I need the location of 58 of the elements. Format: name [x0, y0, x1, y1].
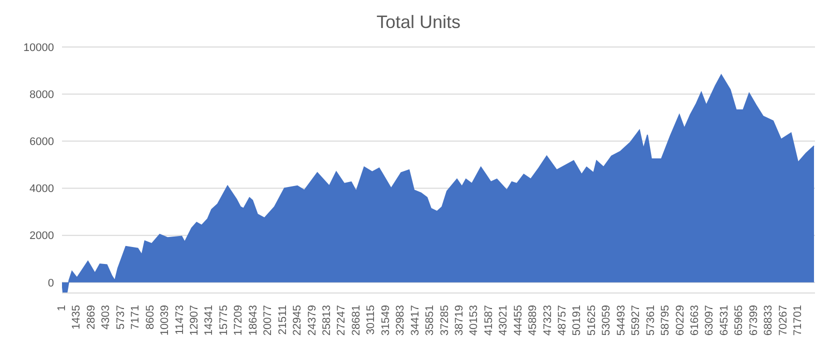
x-tick-label: 4303 — [100, 305, 112, 330]
x-tick-label: 12907 — [188, 305, 200, 336]
x-tick-label: 30115 — [365, 305, 378, 335]
x-tick-label: 40153 — [468, 305, 480, 336]
x-tick-label: 38719 — [453, 305, 466, 336]
x-tick-label: 65965 — [733, 305, 746, 336]
x-tick-label: 44455 — [512, 305, 524, 336]
y-tick-label: 2000 — [30, 230, 54, 242]
x-tick-label: 60229 — [674, 305, 686, 336]
x-tick-label: 18643 — [247, 305, 260, 336]
x-tick-label: 45889 — [527, 305, 540, 336]
x-tick-label: 32983 — [394, 305, 407, 336]
x-tick-label: 71701 — [792, 305, 804, 336]
x-tick-label: 11473 — [174, 305, 186, 335]
x-tick-label: 17209 — [232, 305, 245, 336]
x-tick-label: 8605 — [144, 305, 156, 330]
x-tick-label: 58795 — [660, 305, 672, 336]
x-tick-label: 63097 — [704, 305, 716, 336]
y-tick-label: 4000 — [30, 183, 54, 196]
x-tick-label: 55927 — [630, 305, 642, 336]
x-tick-label: 70267 — [777, 305, 790, 336]
x-tick-label: 7171 — [130, 305, 142, 330]
x-tick-label: 28681 — [350, 305, 362, 336]
x-tick-label: 43021 — [498, 305, 510, 336]
x-tick-label: 10039 — [159, 305, 172, 336]
x-tick-label: 27247 — [336, 305, 348, 336]
x-tick-label: 51625 — [586, 305, 598, 336]
x-tick-label: 57361 — [644, 305, 657, 336]
x-tick-label: 1435 — [70, 305, 83, 330]
x-tick-label: 1 — [56, 305, 68, 312]
x-tick-label: 41587 — [482, 305, 495, 336]
y-tick-label: 6000 — [30, 136, 54, 148]
x-tick-label: 54493 — [615, 305, 628, 336]
x-tick-label: 34417 — [409, 305, 422, 336]
x-tick-label: 47323 — [542, 305, 554, 336]
y-tick-label: 0 — [48, 277, 54, 290]
x-tick-label: 53059 — [600, 305, 613, 336]
chart-title: Total Units — [375, 11, 462, 34]
x-tick-label: 24379 — [306, 305, 318, 336]
x-tick-label: 68833 — [762, 305, 775, 336]
x-tick-label: 14341 — [203, 305, 216, 336]
x-tick-label: 21511 — [276, 305, 289, 335]
y-tick-label: 10000 — [23, 42, 54, 54]
x-tick-label: 50191 — [571, 305, 584, 336]
x-tick-label: 37285 — [438, 305, 451, 336]
x-tick-label: 5737 — [114, 305, 127, 330]
x-tick-label: 2869 — [85, 305, 98, 330]
x-tick-label: 20077 — [262, 305, 274, 336]
x-tick-label: 67399 — [748, 305, 760, 336]
x-tick-label: 35851 — [424, 305, 436, 336]
y-tick-label: 8000 — [30, 88, 54, 101]
x-tick-label: 15775 — [218, 305, 230, 336]
x-tick-label: 31549 — [380, 305, 392, 336]
x-tick-label: 22945 — [292, 305, 304, 336]
x-tick-label: 61663 — [689, 305, 702, 336]
x-tick-label: 48757 — [556, 305, 569, 336]
x-tick-label: 25813 — [320, 305, 333, 336]
x-tick-label: 64531 — [718, 305, 730, 336]
